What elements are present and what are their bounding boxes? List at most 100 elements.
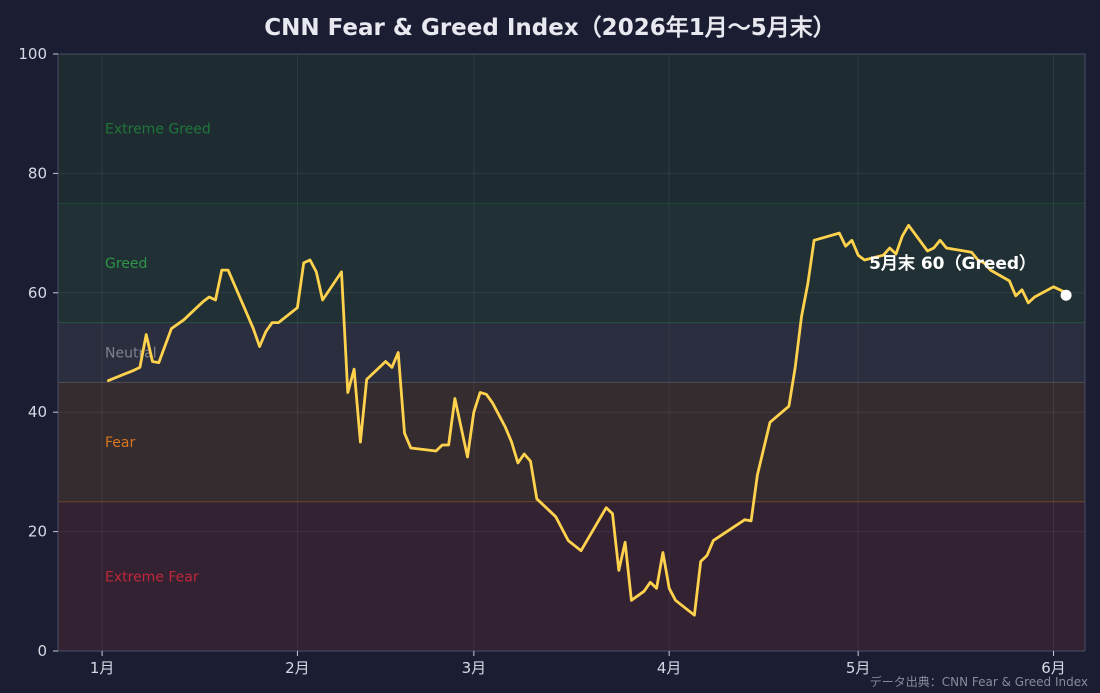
zone-band-neutral [58,322,1085,383]
data-point [750,520,752,522]
data-point [844,245,846,247]
data-point [926,250,928,252]
data-point [643,590,645,592]
data-point [769,421,771,423]
data-point [353,368,355,370]
data-point [907,224,909,226]
data-point [265,330,267,332]
data-point [296,307,298,309]
x-tick-label: 4月 [657,659,682,677]
end-point-annotation: 5月末 60（Greed） [869,253,1036,274]
data-point [492,402,494,404]
data-point [309,259,311,261]
data-point [1014,295,1016,297]
end-point-marker [1060,289,1072,301]
data-point [933,247,935,249]
data-point [151,360,153,362]
data-point [517,462,519,464]
y-tick-label: 100 [18,45,47,63]
data-point [611,512,613,514]
x-tick-label: 6月 [1041,659,1066,677]
data-point [359,441,361,443]
source-note: データ出典：CNN Fear & Greed Index [870,674,1088,689]
data-point [189,312,191,314]
data-point [863,259,865,261]
data-point [1021,289,1023,291]
y-tick-label: 40 [28,403,47,421]
data-point [662,551,664,553]
zone-band-greed [58,203,1085,323]
data-point [649,581,651,583]
data-point [744,518,746,520]
data-point [485,393,487,395]
data-point [195,307,197,309]
data-point [132,369,134,371]
data-point [271,321,273,323]
data-point [208,296,210,298]
zone-label: Fear [105,435,135,451]
data-point [347,391,349,393]
data-point [813,239,815,241]
data-point [674,599,676,601]
data-point [145,333,147,335]
data-point [939,239,941,241]
data-point [107,379,109,381]
data-point [712,539,714,541]
data-point [214,299,216,301]
data-point [315,271,317,273]
data-point [655,587,657,589]
data-point [630,599,632,601]
data-point [252,327,254,329]
data-point [435,450,437,452]
data-point [605,507,607,509]
x-tick-label: 5月 [846,659,871,677]
data-point [277,321,279,323]
data-point [447,444,449,446]
data-point [788,405,790,407]
zone-label: Extreme Fear [105,569,199,585]
fear-greed-line [107,223,1068,617]
data-point [529,460,531,462]
data-point [321,299,323,301]
data-point [466,456,468,458]
data-point [970,251,972,253]
data-point [901,235,903,237]
y-tick-label: 0 [37,642,47,660]
data-point [567,539,569,541]
zone-label: Extreme Greed [105,122,211,138]
plot-background [58,54,1085,651]
data-point [510,441,512,443]
data-point [340,271,342,273]
data-point [756,474,758,476]
chart-title: CNN Fear & Greed Index（2026年1月〜5月末） [264,14,835,41]
data-point [580,550,582,552]
zone-band-extreme-fear [58,501,1085,651]
data-point [504,426,506,428]
x-tick-label: 1月 [90,659,115,677]
data-point [183,318,185,320]
data-point [624,541,626,543]
data-point [945,247,947,249]
data-point [794,366,796,368]
y-tick-label: 20 [28,523,47,541]
data-point [1008,280,1010,282]
data-point [441,444,443,446]
data-point [139,366,141,368]
zone-band-fear [58,382,1085,502]
x-tick-label: 2月 [285,659,310,677]
data-point [391,366,393,368]
x-tick-label: 3月 [462,659,487,677]
data-point [536,498,538,500]
data-point [1027,302,1029,304]
data-point [158,361,160,363]
data-point [202,301,204,303]
zone-band-extreme-greed [58,54,1085,204]
data-point [170,327,172,329]
data-point [384,360,386,362]
data-point [1052,286,1054,288]
data-point [221,269,223,271]
data-point [555,515,557,517]
data-point [800,315,802,317]
